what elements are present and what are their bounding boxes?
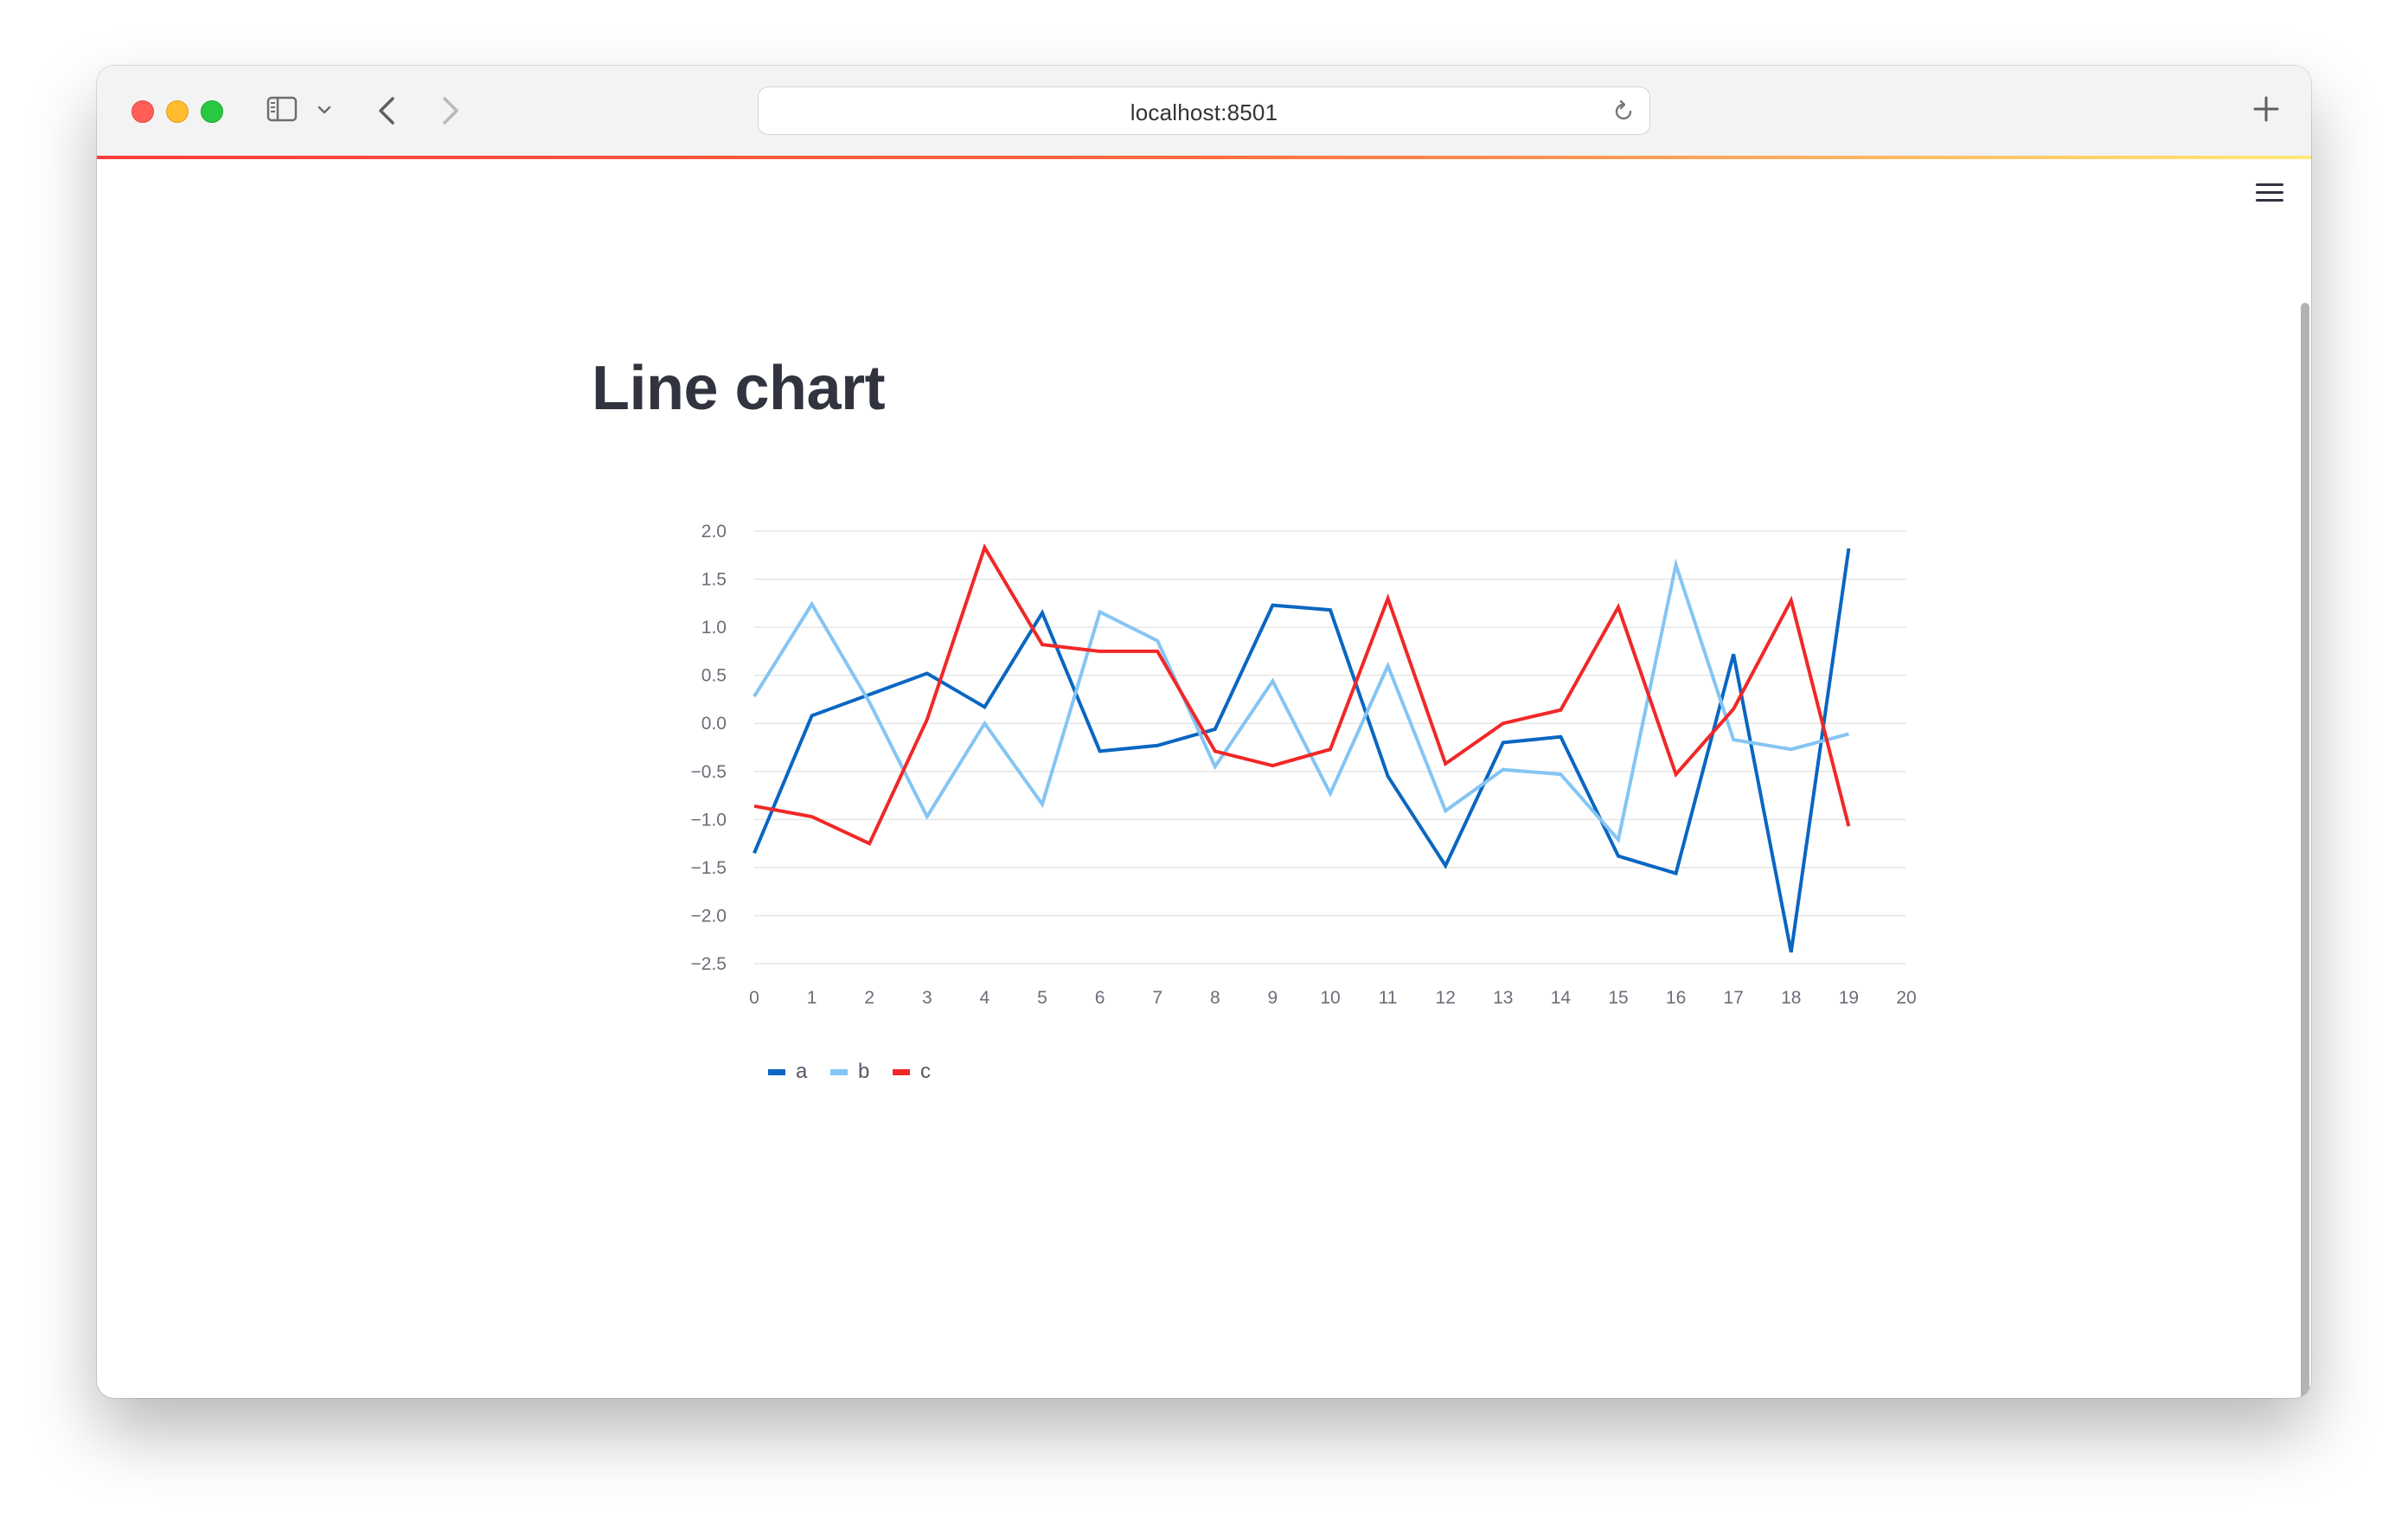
y-tick-label: −1.5 [691,858,727,878]
new-tab-plus-icon[interactable] [2249,92,2283,126]
y-tick-label: −2.5 [691,954,727,974]
main-menu-icon[interactable] [2256,183,2283,204]
y-tick-label: 0.5 [701,666,727,686]
y-tick-label: −2.0 [691,906,727,926]
x-tick-label: 16 [1666,988,1686,1008]
series-line-c [753,543,1851,846]
back-arrow-icon[interactable] [372,93,403,128]
streamlit-decoration-bar [97,156,2311,159]
close-window-button[interactable] [131,100,154,123]
line-chart: 2.01.51.00.50.0−0.5−1.0−1.5−2.0−2.50 1 2 3 4… [691,522,1917,1083]
x-tick-label: 15 [1608,988,1628,1008]
x-tick-label: 11 [1379,988,1398,1008]
legend-label-a: a [796,1060,808,1083]
y-tick-label: 1.5 [701,570,727,590]
forward-arrow-icon[interactable] [434,93,465,128]
y-tick-label: 2.0 [701,522,727,542]
x-tick-label: 14 [1551,988,1572,1008]
zoom-window-button[interactable] [201,100,223,123]
series-line-a [752,548,1851,953]
x-tick-label: 8 [1210,988,1220,1008]
legend-label-c: c [920,1060,931,1083]
x-tick-label: 13 [1493,988,1513,1008]
x-tick-label: 20 [1896,988,1916,1008]
x-tick-label: 3 [922,988,932,1008]
scrollbar[interactable] [2301,303,2309,1398]
x-tick-label: 12 [1436,988,1456,1008]
y-tick-label: −1.0 [691,810,727,830]
x-tick-label: 0 [749,988,759,1008]
browser-toolbar: localhost:8501 [97,66,2311,157]
y-tick-label: −0.5 [691,762,727,782]
x-tick-label: 4 [980,988,990,1008]
legend-swatch-b [830,1069,848,1075]
y-tick-label: 1.0 [701,618,727,638]
x-tick-label: 2 [864,988,874,1008]
x-tick-label: 18 [1781,988,1801,1008]
minimize-window-button[interactable] [166,100,189,123]
reload-icon[interactable] [1611,99,1636,124]
x-tick-label: 9 [1268,988,1278,1008]
x-tick-label: 7 [1152,988,1162,1008]
legend-swatch-a [768,1069,785,1075]
x-tick-label: 10 [1320,988,1340,1008]
series-line-b [752,558,1849,844]
x-tick-label: 6 [1095,988,1105,1008]
app-content: Line chart 2.0 1.5 1.0 0.5 0.0 −0.5 −1.0 −1.5 −2… [97,159,2311,1398]
x-tick-label: 17 [1724,988,1744,1008]
legend-swatch-c [893,1069,910,1075]
legend-label-b: b [858,1060,869,1083]
browser-window: localhost:8501 Line chart 2.0 1.5 1.0 0.5 0.… [97,66,2311,1398]
x-tick-label: 19 [1839,988,1859,1008]
url-text[interactable]: localhost:8501 [1130,99,1278,125]
sidebar-toggle-icon[interactable] [266,95,298,123]
x-tick-label: 1 [807,988,817,1008]
chevron-down-icon[interactable] [317,102,332,118]
page-title: Line chart [592,354,886,423]
x-tick-label: 5 [1037,988,1047,1008]
y-tick-label: 0.0 [701,714,727,734]
address-bar[interactable]: localhost:8501 [758,87,1650,135]
